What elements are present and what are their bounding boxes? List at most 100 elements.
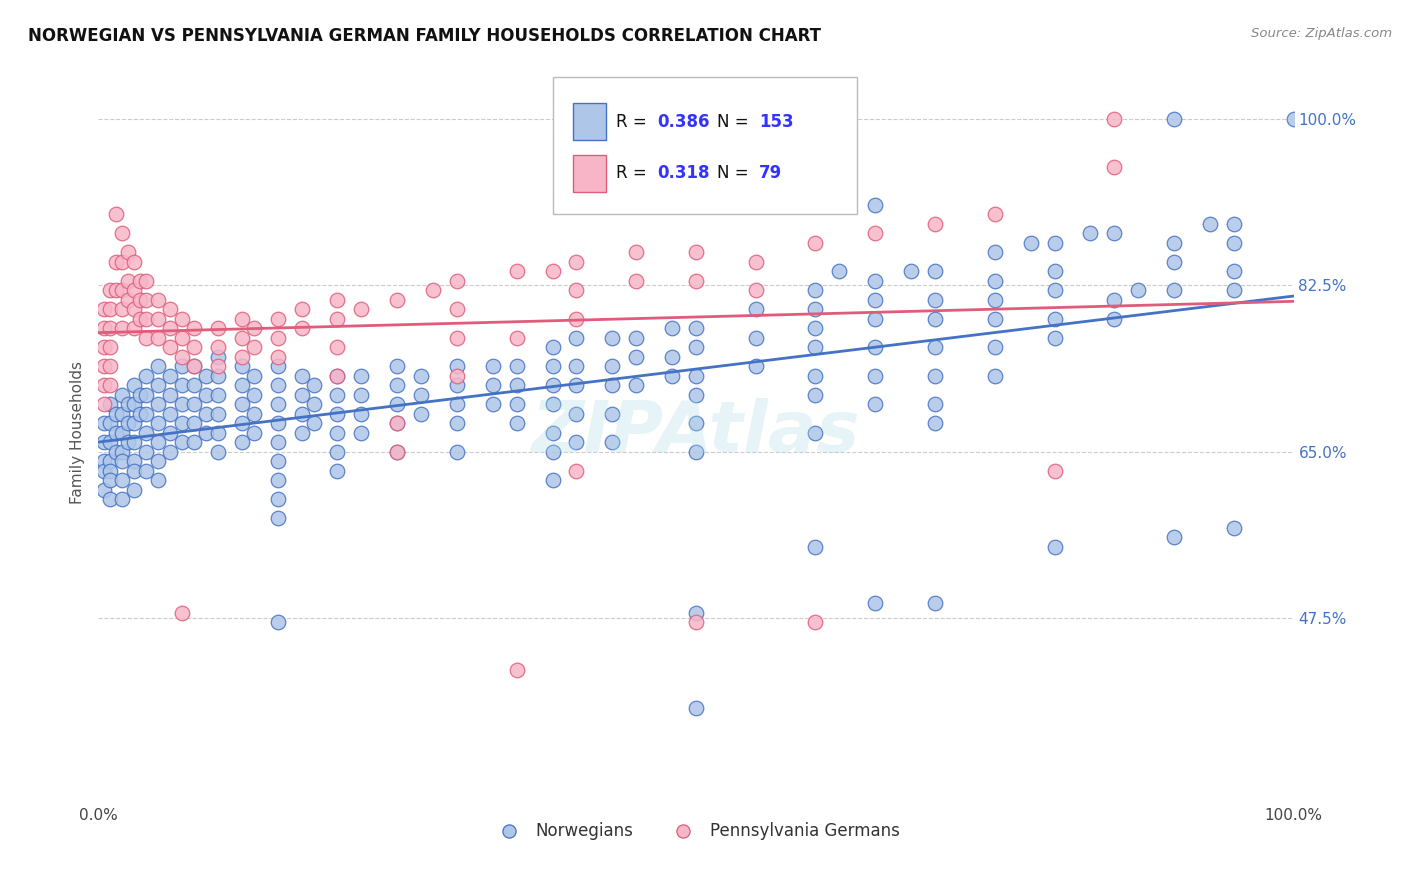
Point bbox=[602, 435, 624, 450]
Point bbox=[148, 473, 170, 487]
Point bbox=[231, 416, 253, 430]
Point bbox=[124, 321, 146, 335]
Point bbox=[541, 340, 564, 354]
Point bbox=[350, 387, 373, 401]
Point bbox=[326, 387, 349, 401]
Point bbox=[148, 378, 170, 392]
Point bbox=[148, 359, 170, 374]
Point bbox=[1043, 311, 1066, 326]
Point bbox=[506, 416, 529, 430]
Point bbox=[1223, 520, 1246, 534]
Point bbox=[385, 444, 409, 458]
Point bbox=[98, 397, 122, 411]
Point bbox=[350, 368, 373, 383]
Point bbox=[124, 397, 146, 411]
Point bbox=[291, 407, 314, 421]
Point bbox=[506, 378, 529, 392]
Point bbox=[124, 435, 146, 450]
Text: 0.318: 0.318 bbox=[658, 164, 710, 183]
Point bbox=[124, 283, 146, 297]
Point bbox=[267, 311, 290, 326]
Point bbox=[98, 340, 122, 354]
Point bbox=[243, 340, 266, 354]
Text: NORWEGIAN VS PENNSYLVANIA GERMAN FAMILY HOUSEHOLDS CORRELATION CHART: NORWEGIAN VS PENNSYLVANIA GERMAN FAMILY … bbox=[28, 27, 821, 45]
Point bbox=[135, 444, 157, 458]
Point bbox=[326, 293, 349, 307]
Point bbox=[446, 378, 468, 392]
Point bbox=[93, 321, 115, 335]
Point bbox=[1163, 254, 1185, 268]
Point bbox=[745, 359, 768, 374]
Point bbox=[602, 331, 624, 345]
Point bbox=[1043, 235, 1066, 250]
Point bbox=[984, 274, 1007, 288]
Point bbox=[159, 340, 181, 354]
Point bbox=[148, 311, 170, 326]
Point bbox=[446, 302, 468, 317]
Point bbox=[745, 331, 768, 345]
Text: N =: N = bbox=[717, 112, 749, 130]
Point bbox=[1199, 217, 1222, 231]
Point bbox=[865, 274, 887, 288]
Point bbox=[207, 368, 229, 383]
Point bbox=[541, 397, 564, 411]
Point bbox=[129, 311, 152, 326]
Point bbox=[924, 311, 946, 326]
Point bbox=[172, 359, 194, 374]
Point bbox=[984, 311, 1007, 326]
Point bbox=[685, 387, 707, 401]
Point bbox=[93, 397, 115, 411]
Point bbox=[1080, 227, 1102, 241]
Point bbox=[195, 387, 218, 401]
Point bbox=[446, 359, 468, 374]
Point bbox=[541, 359, 564, 374]
Point bbox=[183, 435, 205, 450]
Text: Source: ZipAtlas.com: Source: ZipAtlas.com bbox=[1251, 27, 1392, 40]
Point bbox=[685, 701, 707, 715]
Point bbox=[1163, 235, 1185, 250]
Point bbox=[661, 321, 683, 335]
Point bbox=[446, 416, 468, 430]
Point bbox=[411, 368, 433, 383]
Point bbox=[1043, 264, 1066, 278]
Point bbox=[422, 283, 444, 297]
Point bbox=[804, 235, 827, 250]
Text: 0.386: 0.386 bbox=[658, 112, 710, 130]
Point bbox=[446, 444, 468, 458]
Point bbox=[565, 254, 588, 268]
Point bbox=[302, 416, 325, 430]
Point bbox=[129, 274, 152, 288]
Point bbox=[98, 454, 122, 468]
Point bbox=[98, 473, 122, 487]
Point bbox=[506, 359, 529, 374]
Point bbox=[159, 407, 181, 421]
Point bbox=[446, 331, 468, 345]
Point bbox=[93, 464, 115, 478]
Point bbox=[111, 473, 134, 487]
Point bbox=[135, 293, 157, 307]
Point bbox=[385, 359, 409, 374]
Point bbox=[385, 397, 409, 411]
Point bbox=[159, 387, 181, 401]
Point bbox=[1019, 235, 1042, 250]
Point bbox=[900, 264, 922, 278]
Point bbox=[98, 321, 122, 335]
Point bbox=[865, 311, 887, 326]
Point bbox=[804, 321, 827, 335]
Point bbox=[111, 321, 134, 335]
Bar bbox=[572, 155, 606, 192]
Point bbox=[626, 378, 648, 392]
Point bbox=[148, 293, 170, 307]
Point bbox=[924, 416, 946, 430]
Point bbox=[111, 407, 134, 421]
Point bbox=[924, 397, 946, 411]
Point bbox=[207, 425, 229, 440]
Text: R =: R = bbox=[616, 164, 647, 183]
Point bbox=[124, 378, 146, 392]
Point bbox=[98, 435, 122, 450]
Point bbox=[828, 264, 851, 278]
Point bbox=[984, 207, 1007, 221]
Point bbox=[984, 293, 1007, 307]
Point bbox=[685, 416, 707, 430]
Point bbox=[1104, 160, 1126, 174]
